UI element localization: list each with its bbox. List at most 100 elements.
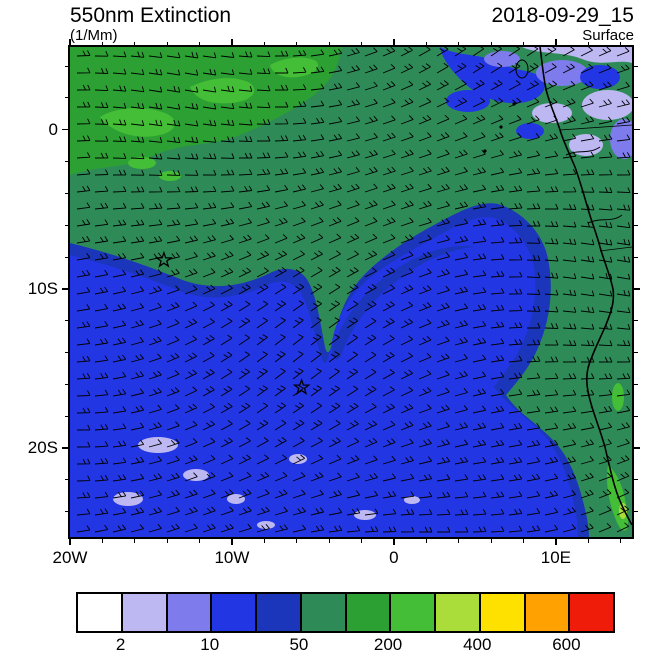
map-canvas xyxy=(70,47,632,537)
field-region xyxy=(70,217,578,537)
axis-tick xyxy=(634,351,638,353)
field-region xyxy=(440,47,545,104)
axis-tick xyxy=(634,320,638,322)
axis-tick xyxy=(522,539,524,543)
axis-tick xyxy=(328,41,330,45)
field-region xyxy=(536,60,588,86)
axis-tick xyxy=(393,39,395,45)
colorbar-swatch xyxy=(525,594,571,631)
y-axis-label: 20S xyxy=(27,437,58,457)
colorbar-swatch xyxy=(167,594,213,631)
y-axis-label: 0 xyxy=(48,119,58,139)
plot-level: Surface xyxy=(582,27,634,45)
axis-tick xyxy=(231,39,233,45)
border-line xyxy=(599,246,632,252)
axis-tick xyxy=(620,41,622,45)
axis-tick xyxy=(634,415,638,417)
island-outline xyxy=(515,59,529,79)
colorbar-label: 600 xyxy=(552,635,581,654)
axis-tick xyxy=(296,41,298,45)
axis-tick xyxy=(64,256,68,258)
plot-datetime: 2018-09-29_15 xyxy=(491,4,634,27)
axis-tick xyxy=(62,288,68,290)
colorbar-label: 2 xyxy=(115,635,126,654)
colorbar-swatch xyxy=(436,594,481,631)
island-dot xyxy=(512,102,516,106)
axis-tick xyxy=(587,41,589,45)
colorbar-swatch xyxy=(570,594,613,631)
map-plot xyxy=(68,45,634,539)
colorbar-swatch xyxy=(346,594,392,631)
axis-tick xyxy=(490,41,492,45)
field-region xyxy=(610,119,632,159)
axis-tick xyxy=(393,539,395,545)
axis-tick xyxy=(555,539,557,545)
axis-tick xyxy=(634,65,638,67)
river-line xyxy=(565,146,601,156)
wind-barbs xyxy=(76,47,631,533)
axis-tick xyxy=(64,161,68,163)
field-region xyxy=(619,503,627,519)
field-region xyxy=(580,65,620,89)
axis-tick xyxy=(101,539,103,543)
axis-tick xyxy=(587,539,589,543)
axis-tick xyxy=(64,511,68,513)
axis-tick xyxy=(361,41,363,45)
field-region xyxy=(569,134,603,156)
colorbar-swatch xyxy=(212,594,257,631)
axis-tick xyxy=(62,128,68,131)
axis-tick xyxy=(634,511,638,513)
axis-tick xyxy=(134,539,136,543)
axis-tick xyxy=(166,41,168,45)
header-left: 550nm Extinction (1/Mm) xyxy=(70,4,232,44)
axis-tick xyxy=(69,39,71,45)
colorbar-swatch xyxy=(301,594,347,631)
axis-tick xyxy=(634,224,638,226)
colorbar-label: 400 xyxy=(463,635,492,654)
field-region xyxy=(404,496,420,504)
axis-tick xyxy=(634,256,638,258)
colorbar-label: 200 xyxy=(373,635,403,654)
axis-tick xyxy=(490,539,492,543)
y-axis-label: 10S xyxy=(27,278,58,298)
axis-tick xyxy=(634,192,638,194)
field-region xyxy=(516,123,544,139)
axis-tick xyxy=(263,539,265,543)
x-axis-label: 10E xyxy=(540,548,571,567)
colorbar-swatch xyxy=(78,594,123,631)
axis-tick xyxy=(634,97,638,99)
colorbar-label: 10 xyxy=(200,635,220,654)
axis-tick xyxy=(522,41,524,45)
plot-title: 550nm Extinction xyxy=(70,4,232,27)
axis-tick xyxy=(64,479,68,481)
axis-tick xyxy=(634,383,638,385)
marker-star xyxy=(154,250,174,268)
axis-tick xyxy=(634,161,638,163)
axis-tick xyxy=(425,539,427,543)
axis-tick xyxy=(64,224,68,226)
field-region xyxy=(190,78,255,104)
marker-star xyxy=(292,378,311,396)
axis-tick xyxy=(458,41,460,45)
axis-tick xyxy=(199,539,201,543)
colorbar-swatch xyxy=(257,594,302,631)
axis-tick xyxy=(555,39,557,45)
field-region xyxy=(70,47,342,175)
axis-tick xyxy=(64,383,68,385)
axis-tick xyxy=(296,539,298,543)
island-dot xyxy=(499,125,503,129)
field-region xyxy=(227,494,245,504)
field-region xyxy=(332,246,474,360)
field-region xyxy=(484,51,520,67)
axis-tick xyxy=(101,41,103,45)
axis-tick xyxy=(64,65,68,67)
axis-tick xyxy=(231,539,233,545)
axis-tick xyxy=(69,539,71,545)
axis-tick xyxy=(620,539,622,543)
axis-tick xyxy=(361,539,363,543)
axis-tick xyxy=(634,288,640,290)
axis-tick xyxy=(634,128,640,131)
field-region xyxy=(612,383,624,411)
colorbar-swatch xyxy=(391,594,436,631)
border-line xyxy=(559,124,632,131)
